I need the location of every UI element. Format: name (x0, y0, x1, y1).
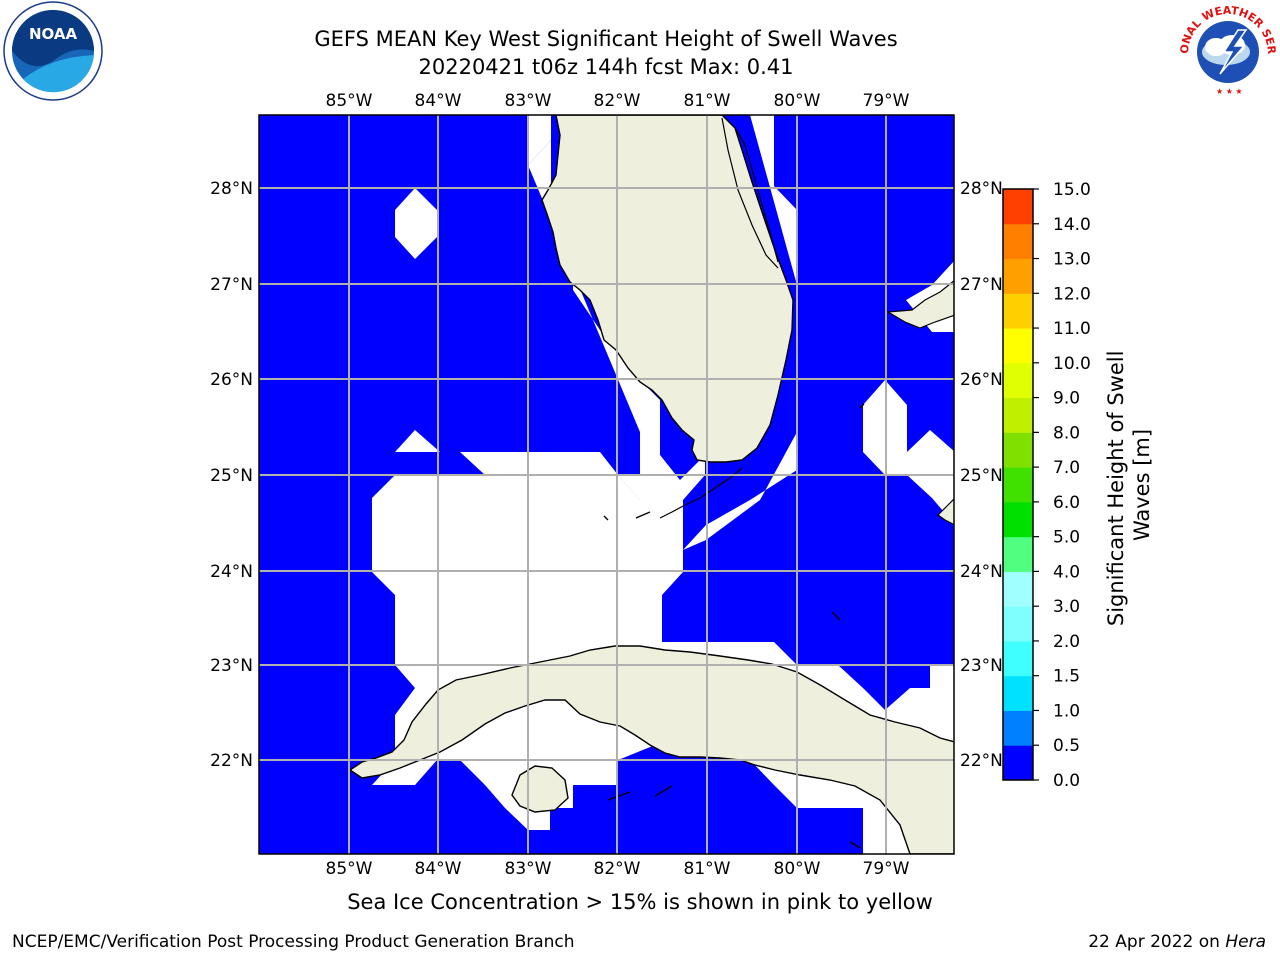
lat-label-right: 23°N (960, 656, 1003, 676)
colorbar-segment (1003, 640, 1033, 677)
lat-label-right: 28°N (960, 179, 1003, 199)
colorbar-tick-label: 5.0 (1053, 528, 1080, 548)
colorbar-tick-label: 14.0 (1053, 215, 1091, 235)
colorbar-segment (1003, 223, 1033, 260)
lat-label-left: 24°N (210, 562, 253, 582)
lat-label-right: 27°N (960, 275, 1003, 295)
graticule (259, 115, 954, 854)
footer-date: 22 Apr 2022 on Hera (1088, 932, 1266, 952)
colorbar-tick-label: 9.0 (1053, 389, 1080, 409)
lon-label-top: 83°W (505, 91, 552, 111)
lon-label-top: 81°W (684, 91, 731, 111)
colorbar-tick-label: 1.0 (1053, 701, 1080, 721)
footer-credit: NCEP/EMC/Verification Post Processing Pr… (12, 932, 575, 952)
colorbar-segment (1003, 397, 1033, 433)
lon-label-top: 79°W (863, 91, 910, 111)
bahamas-andros (886, 280, 954, 329)
lat-label-right: 25°N (960, 466, 1003, 486)
lat-label-left: 23°N (210, 656, 253, 676)
colorbar-segment (1003, 293, 1033, 329)
map-title: GEFS MEAN Key West Significant Height of… (314, 27, 898, 51)
cuba-land (348, 645, 954, 854)
colorbar-segment (1003, 536, 1033, 572)
noaa-logo: NOAA (3, 1, 103, 101)
lon-label-top: 80°W (774, 91, 821, 111)
florida-land (541, 115, 794, 463)
lon-label-top: 82°W (594, 91, 641, 111)
lon-label-top: 85°W (326, 91, 373, 111)
lon-label-bottom: 79°W (863, 859, 910, 879)
lat-label-left: 26°N (210, 370, 253, 390)
lat-label-left: 25°N (210, 466, 253, 486)
colorbar-label: Significant Height of Swell Waves [m] (1104, 344, 1154, 626)
noaa-logo-text: NOAA (29, 25, 78, 43)
colorbar-tick-label: 3.0 (1053, 597, 1080, 617)
lon-label-bottom: 81°W (684, 859, 731, 879)
lon-label-top: 84°W (415, 91, 462, 111)
colorbar-tick-label: 0.0 (1053, 771, 1080, 791)
colorbar-segment (1003, 467, 1033, 503)
colorbar-tick-label: 8.0 (1053, 423, 1080, 443)
colorbar-segment (1003, 571, 1033, 607)
lat-label-left: 22°N (210, 751, 253, 771)
colorbar-segment (1003, 258, 1033, 294)
colorbar (1002, 188, 1034, 781)
colorbar-segment (1003, 501, 1033, 538)
colorbar-ticks: 0.0 0.5 1.0 1.5 2.0 3.0 4.0 5.0 6.0 7.0 8.0 9.0 10.0… (1033, 180, 1091, 791)
isla-de-la-juventud (511, 765, 569, 813)
bahamas-islands (937, 498, 954, 526)
map-frame (258, 114, 955, 855)
colorbar-segment (1003, 362, 1033, 399)
colorbar-tick-label: 0.5 (1053, 736, 1080, 756)
colorbar-tick-label: 6.0 (1053, 493, 1080, 513)
footer-host: Hera (1225, 932, 1266, 952)
colorbar-segment (1003, 710, 1033, 746)
colorbar-segment (1003, 432, 1033, 468)
lat-label-left: 28°N (210, 179, 253, 199)
colorbar-tick-label: 2.0 (1053, 632, 1080, 652)
lon-label-bottom: 80°W (774, 859, 821, 879)
colorbar-segment (1003, 189, 1033, 225)
colorbar-tick-label: 1.5 (1053, 667, 1080, 687)
colorbar-segment (1003, 328, 1033, 364)
map-subtitle: 20220421 t06z 144h fcst Max: 0.41 (418, 55, 794, 79)
lon-label-bottom: 85°W (326, 859, 373, 879)
colorbar-frame (1002, 188, 1034, 781)
svg-text:★ ★ ★: ★ ★ ★ (1216, 87, 1243, 96)
colorbar-tick-label: 11.0 (1053, 319, 1091, 339)
colorbar-segment (1003, 675, 1033, 711)
nws-logo: NATIONAL WEATHER SERVICE ★ ★ ★ (1176, 0, 1278, 98)
lon-label-bottom: 84°W (415, 859, 462, 879)
lat-label-right: 26°N (960, 370, 1003, 390)
lon-label-bottom: 82°W (594, 859, 641, 879)
lat-label-left: 27°N (210, 275, 253, 295)
colorbar-tick-label: 12.0 (1053, 284, 1091, 304)
footer-date-text: 22 Apr 2022 on (1088, 932, 1226, 952)
colorbar-segment (1003, 606, 1033, 642)
colorbar-tick-label: 13.0 (1053, 250, 1091, 270)
colorbar-tick-label: 10.0 (1053, 354, 1091, 374)
colorbar-tick-label: 4.0 (1053, 562, 1080, 582)
colorbar-segment (1003, 745, 1033, 781)
lat-label-right: 22°N (960, 751, 1003, 771)
lon-label-bottom: 83°W (505, 859, 552, 879)
colorbar-tick-label: 15.0 (1053, 180, 1091, 200)
colorbar-tick-label: 7.0 (1053, 458, 1080, 478)
lat-label-right: 24°N (960, 562, 1003, 582)
sea-ice-note: Sea Ice Concentration > 15% is shown in … (347, 890, 933, 914)
